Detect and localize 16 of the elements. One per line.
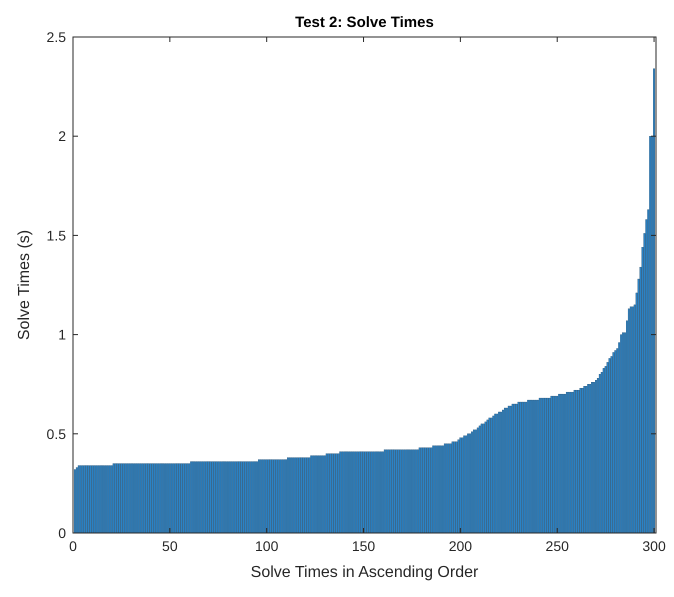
y-tick-label: 2.5 [46,29,66,45]
x-tick-label: 100 [255,538,279,554]
x-axis-title: Solve Times in Ascending Order [250,564,479,581]
x-tick-label: 50 [162,538,178,554]
y-tick-label: 0.5 [46,426,66,442]
x-tick-label: 150 [352,538,376,554]
x-tick-label: 0 [69,538,78,554]
x-tick-label: 250 [546,538,570,554]
y-tick-label: 0 [58,525,66,541]
x-tick-label: 200 [448,538,472,554]
chart-title: Test 2: Solve Times [295,14,434,31]
y-tick-label: 2 [58,128,66,144]
y-tick-label: 1.5 [46,227,66,244]
x-tick-label: 300 [642,538,666,554]
y-axis-title: Solve Times (s) [16,230,33,340]
y-tick-label: 1 [58,326,66,343]
